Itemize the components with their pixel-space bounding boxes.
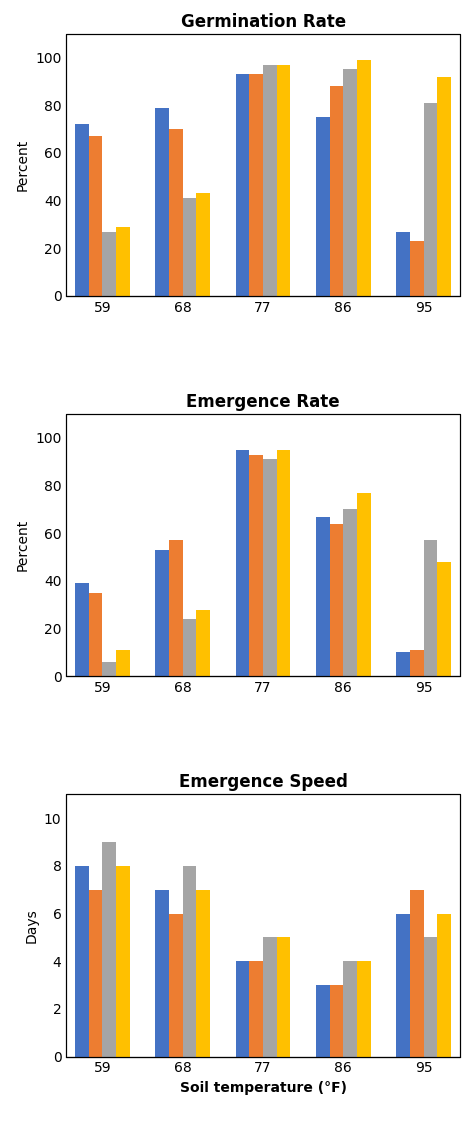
Bar — [75, 865, 89, 1057]
Bar — [196, 609, 210, 677]
Title: Emergence Rate: Emergence Rate — [186, 393, 340, 411]
Bar — [102, 232, 116, 296]
Bar — [183, 198, 196, 296]
Bar — [357, 961, 371, 1057]
Bar — [75, 125, 89, 296]
Bar — [357, 492, 371, 677]
Bar — [396, 914, 410, 1057]
Bar — [116, 865, 130, 1057]
Bar — [116, 650, 130, 677]
Title: Emergence Speed: Emergence Speed — [179, 773, 347, 791]
Bar — [236, 961, 249, 1057]
Bar — [249, 961, 263, 1057]
Bar — [116, 227, 130, 296]
Bar — [66, 414, 460, 677]
Bar — [89, 592, 102, 677]
Bar — [410, 650, 424, 677]
Bar — [438, 914, 451, 1057]
Bar — [424, 541, 438, 677]
Bar — [343, 70, 357, 296]
Bar — [89, 136, 102, 296]
Bar — [263, 937, 277, 1057]
Bar — [396, 232, 410, 296]
Bar — [169, 914, 183, 1057]
Bar — [249, 454, 263, 677]
Bar — [75, 583, 89, 677]
Bar — [277, 65, 291, 296]
Bar — [102, 662, 116, 677]
Bar — [330, 524, 343, 677]
Bar — [438, 562, 451, 677]
Bar — [263, 460, 277, 677]
Title: Germination Rate: Germination Rate — [181, 12, 346, 30]
Bar — [183, 865, 196, 1057]
Bar — [155, 108, 169, 296]
Bar — [155, 890, 169, 1057]
Bar — [102, 842, 116, 1057]
Bar — [316, 985, 330, 1057]
Y-axis label: Days: Days — [24, 908, 38, 943]
Bar — [236, 74, 249, 296]
Bar — [169, 129, 183, 296]
Bar — [196, 193, 210, 296]
Bar — [66, 34, 460, 296]
Bar — [316, 517, 330, 677]
Bar — [330, 87, 343, 296]
Bar — [424, 937, 438, 1057]
X-axis label: Soil temperature (°F): Soil temperature (°F) — [180, 1081, 346, 1095]
Bar — [396, 652, 410, 677]
Bar — [183, 619, 196, 677]
Bar — [277, 937, 291, 1057]
Bar — [410, 242, 424, 296]
Bar — [330, 985, 343, 1057]
Bar — [343, 961, 357, 1057]
Bar — [343, 509, 357, 677]
Bar — [196, 890, 210, 1057]
Y-axis label: Percent: Percent — [16, 519, 29, 571]
Bar — [263, 65, 277, 296]
Bar — [66, 795, 460, 1057]
Bar — [357, 60, 371, 296]
Bar — [410, 890, 424, 1057]
Bar — [438, 76, 451, 296]
Bar — [277, 450, 291, 677]
Bar — [155, 550, 169, 677]
Bar — [236, 450, 249, 677]
Bar — [316, 117, 330, 296]
Bar — [249, 74, 263, 296]
Bar — [424, 103, 438, 296]
Y-axis label: Percent: Percent — [16, 138, 29, 191]
Bar — [89, 890, 102, 1057]
Bar — [169, 541, 183, 677]
